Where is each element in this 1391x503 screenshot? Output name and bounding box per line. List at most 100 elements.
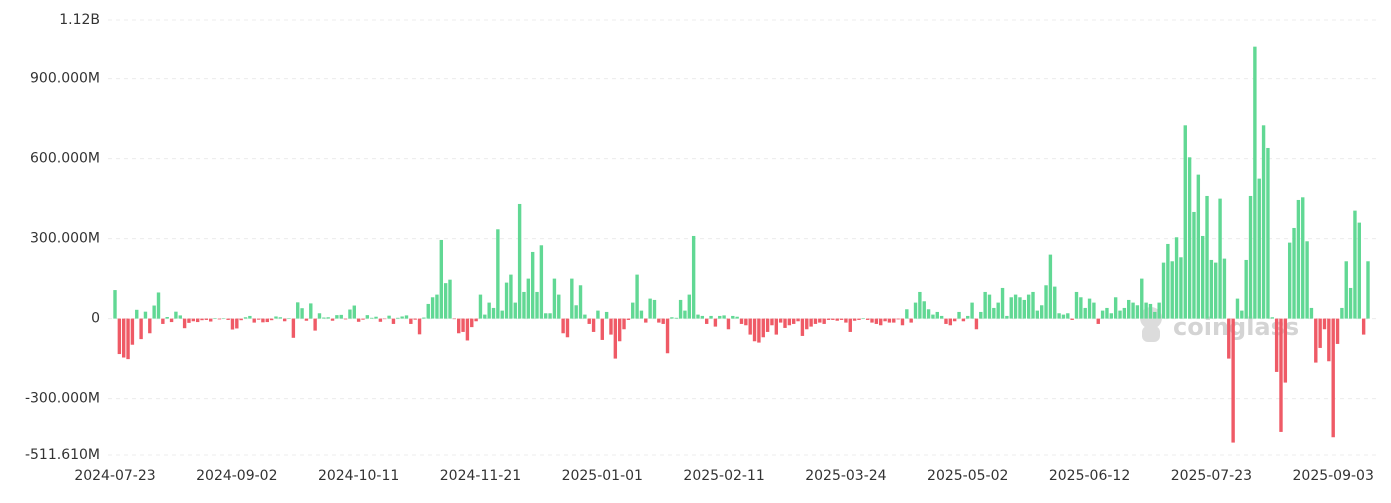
bar [1100, 310, 1105, 319]
y-tick-label: 0 [91, 311, 100, 327]
bar [174, 311, 178, 319]
bar [778, 318, 783, 323]
bar [404, 315, 409, 319]
bar [874, 318, 879, 324]
bar [496, 229, 500, 319]
bar [365, 315, 370, 319]
y-tick-label: 900.000M [30, 71, 100, 87]
x-tick-label: 2024-07-23 [74, 468, 155, 484]
bar [644, 318, 648, 323]
bar [731, 315, 735, 319]
bar [339, 314, 343, 319]
bar [1348, 287, 1353, 319]
bar [291, 318, 296, 338]
bar [439, 239, 444, 319]
bar [961, 318, 966, 322]
bar [809, 318, 813, 327]
bar [596, 310, 600, 319]
bar [604, 311, 609, 319]
bar [530, 251, 535, 319]
bar [818, 318, 822, 323]
bar [443, 283, 448, 319]
bar [805, 318, 809, 330]
bar [770, 318, 774, 326]
bar [1013, 294, 1018, 319]
bar [483, 314, 487, 319]
bar [135, 309, 139, 319]
bar [191, 318, 196, 322]
bar [504, 282, 509, 319]
bar [235, 318, 239, 329]
bar [879, 318, 883, 326]
bar [165, 317, 169, 319]
bar [1061, 314, 1066, 319]
bar [739, 318, 744, 324]
bar [735, 316, 739, 319]
bar [631, 302, 635, 319]
bar [800, 318, 805, 336]
bar [557, 294, 561, 319]
bar [213, 318, 217, 319]
bar [857, 318, 861, 320]
bar [844, 318, 848, 323]
bar [1022, 299, 1026, 319]
bar [1340, 307, 1344, 319]
bar [204, 318, 209, 320]
bar [1031, 291, 1035, 319]
bar [322, 317, 326, 319]
bar [852, 318, 857, 321]
bar [1301, 197, 1305, 319]
bar [1179, 257, 1183, 319]
bar [761, 318, 765, 338]
bar [813, 318, 818, 324]
bar [1135, 305, 1140, 319]
bar [574, 305, 578, 319]
bar [248, 315, 252, 319]
bar [287, 318, 291, 319]
bar [1096, 318, 1100, 324]
bar [687, 294, 691, 319]
bar [1083, 307, 1087, 319]
bar [752, 318, 757, 342]
bar [156, 292, 161, 319]
bar [122, 318, 126, 358]
bar [226, 318, 230, 320]
bar [500, 310, 504, 319]
bar [796, 318, 800, 322]
bar [757, 318, 761, 343]
bar [278, 317, 283, 319]
bar [1196, 174, 1201, 319]
bar [765, 318, 770, 332]
bar [261, 318, 265, 323]
bar [330, 318, 335, 321]
bar [913, 302, 918, 319]
bar [1166, 243, 1170, 319]
bar [839, 318, 844, 320]
bar [979, 311, 983, 319]
bar [1105, 307, 1109, 319]
bar [1309, 307, 1314, 319]
bar [787, 318, 792, 326]
bar [1187, 157, 1192, 319]
bar [117, 318, 122, 355]
bar [1079, 297, 1083, 319]
bar [1035, 310, 1040, 319]
y-tick-label: -511.610M [25, 447, 100, 463]
bar [1161, 262, 1166, 319]
bar [822, 318, 826, 324]
bar [718, 315, 722, 319]
bar [396, 317, 400, 319]
bar [1131, 302, 1135, 319]
bar [343, 318, 348, 320]
bar [269, 318, 274, 321]
bar [548, 313, 552, 319]
x-tick-label: 2024-09-02 [196, 468, 277, 484]
bar [726, 318, 731, 330]
bar [465, 318, 470, 341]
bar [561, 318, 565, 334]
bar [313, 318, 317, 331]
bar [848, 318, 852, 332]
watermark-icon [1142, 326, 1160, 342]
bar [935, 311, 939, 319]
bar [369, 317, 374, 319]
